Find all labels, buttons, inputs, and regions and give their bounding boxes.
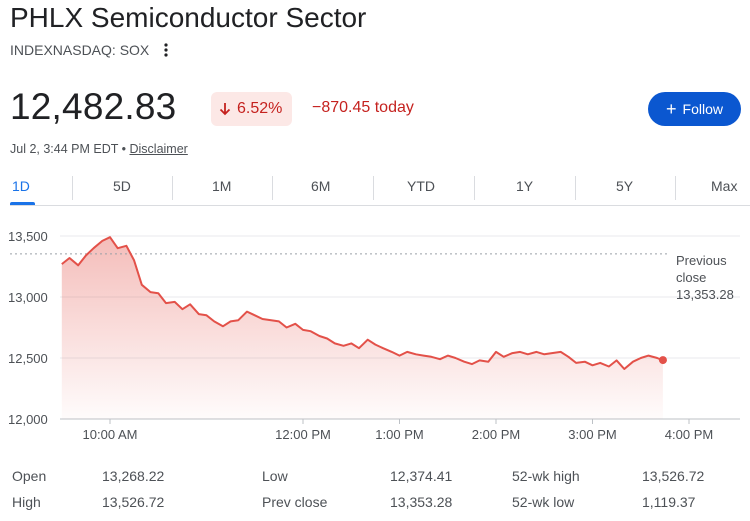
- stat-label-high: High: [12, 494, 41, 510]
- tab-5d[interactable]: 5D: [113, 178, 131, 194]
- previous-close-value: 13,353.28: [676, 287, 734, 302]
- stat-value-high: 13,526.72: [102, 494, 165, 510]
- tab-divider: [373, 176, 374, 200]
- exchange-line: INDEXNASDAQ: SOX: [10, 42, 173, 58]
- follow-button[interactable]: + Follow: [648, 92, 741, 126]
- exchange-symbol: INDEXNASDAQ: SOX: [10, 42, 150, 58]
- x-tick-label: 10:00 AM: [83, 427, 138, 442]
- tab-divider: [272, 176, 273, 200]
- stat-label-52wk-high: 52-wk high: [512, 468, 580, 484]
- stat-label-open: Open: [12, 468, 47, 484]
- tab-divider: [72, 176, 73, 200]
- plus-icon: +: [666, 99, 677, 119]
- tab-5y[interactable]: 5Y: [616, 178, 634, 194]
- follow-label: Follow: [682, 101, 723, 117]
- y-tick-label: 13,500: [8, 229, 48, 244]
- tab-divider: [172, 176, 173, 200]
- tab-divider: [575, 176, 576, 200]
- last-price-dot: [658, 356, 667, 365]
- tab-ytd[interactable]: YTD: [407, 178, 435, 194]
- as-of-timestamp: Jul 2, 3:44 PM EDT • Disclaimer: [10, 142, 188, 156]
- previous-close-label: close: [676, 270, 706, 285]
- tab-divider: [675, 176, 676, 200]
- stat-value-low: 12,374.41: [390, 468, 453, 484]
- key-stats: Open 13,268.22 High 13,526.72 Low 12,374…: [0, 462, 750, 520]
- stat-label-52wk-low: 52-wk low: [512, 494, 575, 510]
- previous-close-label: Previous: [676, 253, 727, 268]
- page-title: PHLX Semiconductor Sector: [10, 2, 367, 33]
- range-tabs: 1D 5D 1M 6M YTD 1Y 5Y Max: [0, 176, 750, 206]
- disclaimer-link[interactable]: Disclaimer: [129, 142, 188, 156]
- price-chart[interactable]: 13,500 13,000 12,500 12,000 10:00 AM 12:00 P…: [0, 210, 750, 455]
- price-line: [61, 236, 664, 370]
- x-tick-label: 4:00 PM: [665, 427, 713, 442]
- timestamp-text: Jul 2, 3:44 PM EDT •: [10, 142, 130, 156]
- current-price: 12,482.83: [10, 86, 177, 127]
- x-tick-label: 1:00 PM: [375, 427, 423, 442]
- x-tick-label: 2:00 PM: [472, 427, 520, 442]
- y-axis-labels: 13,500 13,000 12,500 12,000: [8, 229, 48, 427]
- x-tick-label: 3:00 PM: [568, 427, 616, 442]
- stat-label-prev-close: Prev close: [262, 494, 328, 510]
- more-vert-icon[interactable]: [163, 42, 173, 58]
- active-tab-indicator: [10, 202, 35, 205]
- change-percent: 6.52%: [237, 100, 283, 117]
- x-tick-label: 12:00 PM: [275, 427, 331, 442]
- stat-value-open: 13,268.22: [102, 468, 165, 484]
- stat-value-52wk-low: 1,119.37: [642, 494, 696, 510]
- stat-value-prev-close: 13,353.28: [390, 494, 453, 510]
- y-tick-label: 12,500: [8, 351, 48, 366]
- tab-divider: [474, 176, 475, 200]
- tab-1m[interactable]: 1M: [212, 178, 232, 194]
- y-tick-label: 12,000: [8, 412, 48, 427]
- stat-label-low: Low: [262, 468, 288, 484]
- tab-1y[interactable]: 1Y: [516, 178, 534, 194]
- change-today: −870.45 today: [312, 99, 414, 116]
- x-axis-labels: 10:00 AM 12:00 PM 1:00 PM 2:00 PM 3:00 PM 4:0…: [83, 419, 713, 442]
- change-percent-badge: 6.52%: [211, 92, 293, 126]
- arrow-down-icon: [219, 102, 231, 116]
- stat-value-52wk-high: 13,526.72: [642, 468, 705, 484]
- tab-6m[interactable]: 6M: [311, 178, 331, 194]
- tab-1d[interactable]: 1D: [12, 178, 30, 194]
- price-area: [61, 237, 663, 419]
- y-tick-label: 13,000: [8, 290, 48, 305]
- tab-max[interactable]: Max: [711, 178, 738, 194]
- tabs-divider: [10, 205, 750, 206]
